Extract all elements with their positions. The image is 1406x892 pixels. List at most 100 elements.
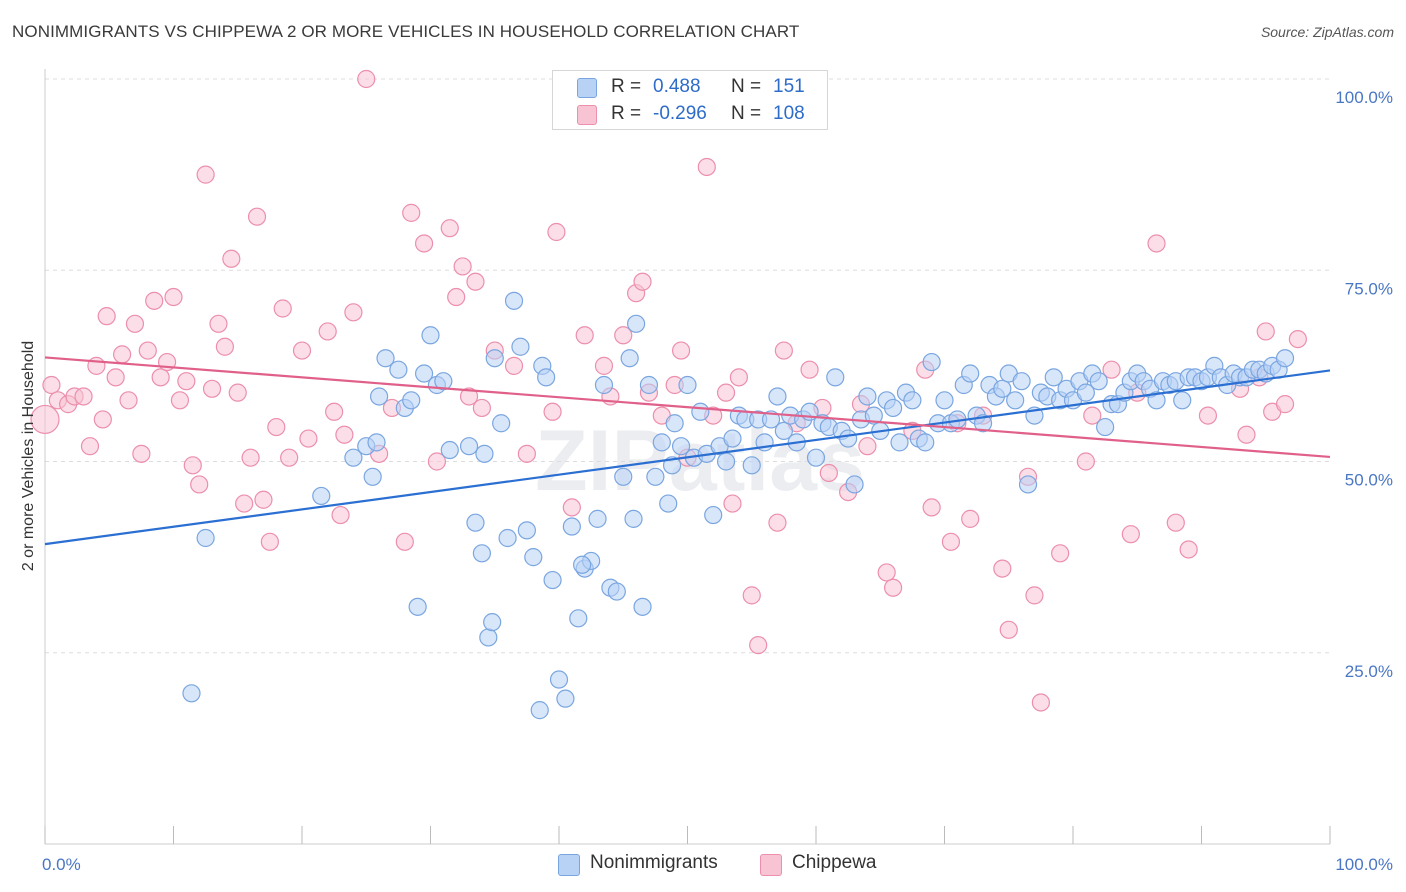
point-nonimmigrants [659, 494, 678, 513]
point-nonimmigrants [716, 452, 736, 471]
point-nonimmigrants [607, 582, 626, 601]
point-nonimmigrants [935, 391, 954, 410]
point-chippewa [800, 360, 819, 379]
point-nonimmigrants [414, 364, 434, 383]
point-nonimmigrants [1076, 383, 1095, 402]
point-chippewa [819, 463, 838, 483]
point-chippewa [209, 314, 228, 333]
point-chippewa [1288, 330, 1307, 349]
point-nonimmigrants [182, 684, 201, 703]
point-chippewa [241, 448, 260, 467]
point-chippewa [440, 219, 459, 238]
point-chippewa [1275, 395, 1295, 414]
point-nonimmigrants [517, 521, 536, 540]
point-chippewa [1198, 406, 1218, 425]
point-nonimmigrants [620, 349, 639, 368]
point-nonimmigrants [344, 448, 363, 467]
legend-swatch-chippewa [577, 105, 597, 125]
point-chippewa [183, 456, 202, 475]
point-chippewa [196, 165, 215, 184]
point-chippewa [414, 234, 434, 253]
point-chippewa [1025, 586, 1044, 605]
point-chippewa [74, 387, 93, 406]
point-chippewa [145, 291, 164, 310]
axes [44, 69, 1331, 845]
point-chippewa [112, 345, 132, 364]
chart-source: Source: ZipAtlas.com [1260, 24, 1394, 40]
point-chippewa [1083, 406, 1102, 425]
point-chippewa [1179, 540, 1198, 559]
point-nonimmigrants [922, 352, 941, 372]
point-chippewa [357, 69, 376, 89]
point-nonimmigrants [475, 444, 494, 463]
point-chippewa [575, 326, 594, 345]
point-chippewa [614, 326, 633, 345]
point-chippewa [594, 356, 614, 375]
point-chippewa [1121, 525, 1140, 544]
point-chippewa [260, 532, 279, 551]
point-chippewa [235, 494, 254, 513]
point-chippewa [190, 475, 209, 494]
legend-r-label: R = [611, 103, 642, 124]
point-chippewa [402, 203, 421, 222]
point-nonimmigrants [652, 433, 671, 452]
stats-legend: R = 0.488 N = 151 R = -0.296 N = 108 [552, 70, 828, 130]
point-nonimmigrants [890, 433, 909, 452]
point-chippewa [1076, 452, 1095, 471]
point-nonimmigrants [421, 326, 440, 345]
point-chippewa [922, 498, 941, 517]
point-nonimmigrants [845, 475, 864, 494]
point-nonimmigrants [543, 570, 562, 590]
point-chippewa [517, 444, 536, 463]
point-chippewa [325, 402, 344, 421]
point-nonimmigrants [440, 440, 459, 460]
point-chippewa [543, 402, 562, 421]
point-nonimmigrants [671, 437, 691, 456]
point-chippewa [671, 341, 691, 360]
point-chippewa [42, 375, 61, 395]
point-nonimmigrants [376, 349, 395, 368]
point-chippewa [1051, 544, 1070, 563]
point-chippewa [999, 620, 1018, 639]
point-chippewa [138, 341, 157, 360]
legend-n-label: N = [731, 103, 762, 124]
point-nonimmigrants [1096, 417, 1115, 437]
point-nonimmigrants [864, 406, 883, 425]
point-chippewa [299, 429, 318, 448]
legend-n-value: 108 [773, 103, 805, 124]
point-chippewa [80, 437, 100, 456]
point-nonimmigrants [588, 509, 607, 528]
point-nonimmigrants [1018, 475, 1038, 494]
point-nonimmigrants [1089, 372, 1108, 391]
point-nonimmigrants [704, 505, 723, 525]
point-nonimmigrants [562, 517, 581, 536]
legend-r-value: 0.488 [653, 76, 701, 97]
point-chippewa [504, 356, 524, 375]
point-chippewa [202, 379, 222, 398]
point-chippewa [344, 303, 363, 322]
point-chippewa [466, 272, 485, 291]
point-chippewa [215, 337, 234, 356]
point-nonimmigrants [903, 391, 922, 410]
point-nonimmigrants [1044, 368, 1063, 387]
point-chippewa [395, 532, 414, 551]
point-chippewa [228, 383, 247, 402]
legend-r-label: R = [611, 76, 642, 97]
trend-line-nonimmigrants [44, 369, 1331, 546]
point-nonimmigrants [916, 433, 935, 452]
point-chippewa [1237, 425, 1256, 444]
point-nonimmigrants [594, 375, 614, 395]
y-tick-label: 50.0% [1345, 471, 1393, 490]
point-nonimmigrants [633, 597, 652, 616]
point-nonimmigrants [691, 402, 710, 421]
point-chippewa [993, 559, 1012, 578]
point-chippewa [858, 437, 877, 456]
point-chippewa [961, 509, 980, 528]
point-nonimmigrants [312, 486, 331, 506]
point-nonimmigrants [479, 628, 498, 647]
point-chippewa [1256, 322, 1275, 341]
point-nonimmigrants [1275, 349, 1295, 368]
point-chippewa [768, 513, 787, 532]
point-chippewa [1147, 234, 1166, 253]
point-nonimmigrants [614, 467, 633, 486]
